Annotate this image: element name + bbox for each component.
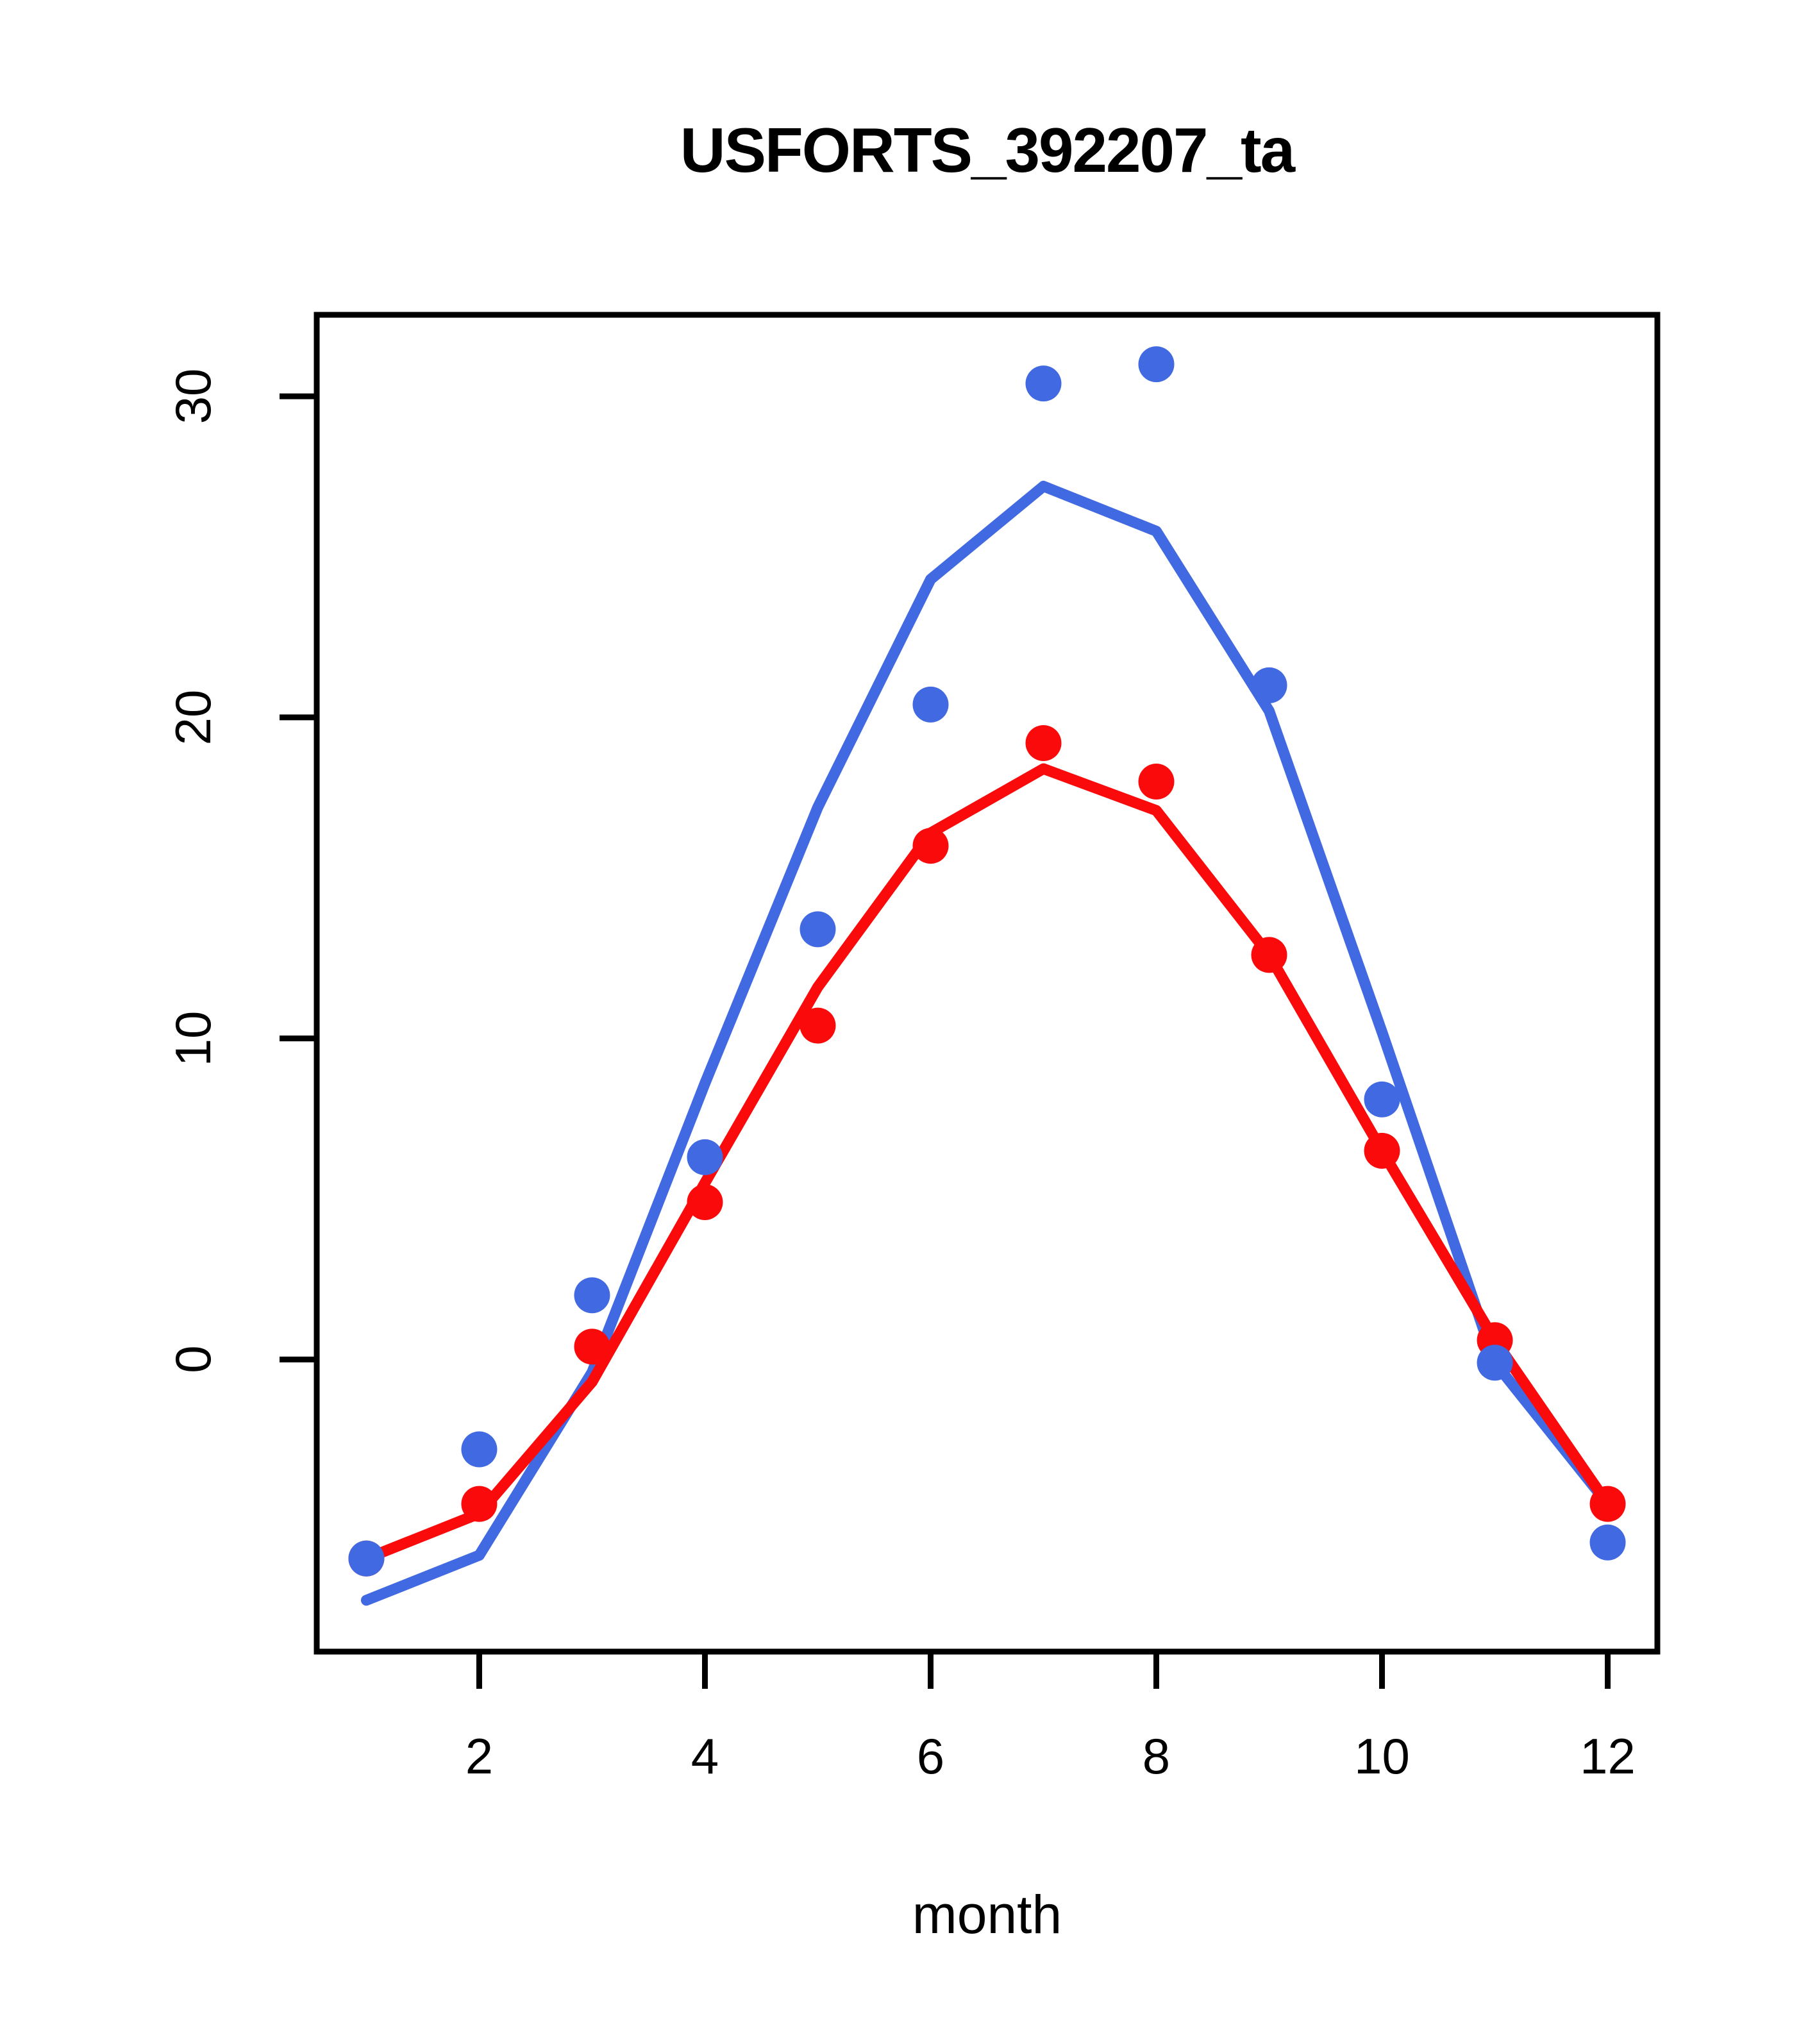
blue-point <box>1138 346 1175 383</box>
red-point <box>1589 1486 1626 1522</box>
y-tick-label: 20 <box>165 689 221 746</box>
x-tick-label: 6 <box>916 1728 945 1784</box>
x-tick-label: 12 <box>1580 1728 1636 1784</box>
red-point <box>1138 764 1175 800</box>
red-point <box>912 828 949 864</box>
blue-point <box>687 1139 723 1175</box>
blue-point <box>1251 667 1287 703</box>
red-point <box>461 1486 498 1522</box>
red-point <box>1251 937 1287 973</box>
blue-point <box>348 1540 385 1577</box>
red-point <box>687 1184 723 1220</box>
y-tick-label: 30 <box>165 368 221 424</box>
x-tick-label: 8 <box>1142 1728 1171 1784</box>
red-point <box>800 1007 836 1044</box>
red-line-series <box>360 763 1614 1564</box>
blue-point <box>1364 1081 1400 1118</box>
blue-point <box>912 686 949 723</box>
red-point <box>1364 1132 1400 1169</box>
x-axis-label: month <box>912 1884 1062 1945</box>
y-tick-label: 0 <box>165 1345 221 1374</box>
red-point <box>574 1328 610 1365</box>
blue-point <box>1025 365 1062 402</box>
x-tick-label: 4 <box>691 1728 719 1784</box>
x-tick-label: 10 <box>1354 1728 1410 1784</box>
x-tick-label: 2 <box>465 1728 494 1784</box>
chart-title: USFORTS_392207_ta <box>680 115 1295 185</box>
red-point <box>1025 725 1062 761</box>
plot-box <box>314 312 1661 1655</box>
y-tick-label: 10 <box>165 1010 221 1066</box>
blue-point <box>574 1277 610 1314</box>
blue-point <box>461 1431 498 1468</box>
blue-point <box>800 911 836 948</box>
blue-point <box>1589 1524 1626 1561</box>
blue-point <box>1477 1345 1513 1381</box>
